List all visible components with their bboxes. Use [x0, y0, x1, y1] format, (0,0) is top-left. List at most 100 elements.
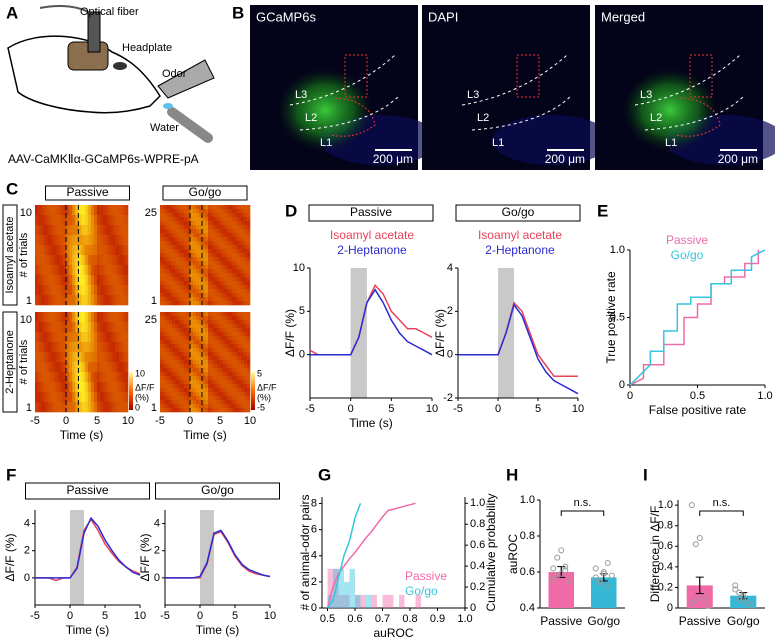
heatmap-cell [208, 209, 212, 214]
heatmap-cell [214, 245, 218, 250]
legend-entry: Passive [405, 569, 447, 583]
heatmap-cell [175, 253, 179, 258]
heatmap-cell [166, 213, 170, 218]
heatmap-cell [166, 408, 170, 413]
heatmap-cell [124, 285, 129, 296]
heatmap-cell [232, 356, 236, 361]
heatmap-cell [166, 261, 170, 266]
heatmap-cell [106, 402, 110, 413]
heatmap-cell [217, 352, 221, 357]
heatmap-cell [166, 336, 170, 341]
heatmap-cell [208, 241, 212, 246]
heatmap-cell [56, 295, 61, 306]
heatmap-cell [220, 273, 224, 278]
heatmap-cell [181, 241, 185, 246]
heatmap-cell [78, 402, 82, 413]
heatmap-cell [175, 388, 179, 393]
heatmap-cell [205, 285, 209, 290]
heatmap-cell [47, 275, 51, 286]
heatmap-cell [199, 293, 203, 298]
heatmap-cell [241, 265, 245, 270]
heatmap-cell [199, 380, 203, 385]
heatmap-cell [205, 384, 209, 389]
heatmap-cell [235, 269, 239, 274]
heatmap-cell [247, 360, 251, 365]
data-point [688, 502, 695, 509]
heatmap-cell [75, 275, 79, 286]
heatmap-cell [208, 332, 212, 337]
heatmap-cell [100, 265, 104, 276]
chart-title: Passive [66, 483, 108, 497]
heatmap-cell [199, 253, 203, 258]
heatmap-cell [193, 277, 197, 282]
heatmap-cell [208, 320, 212, 325]
heatmap-cell [41, 235, 45, 246]
heatmap-cell [124, 352, 129, 363]
heatmap-cell [190, 241, 194, 246]
x-tick-label: 10 [264, 610, 276, 622]
heatmap-cell [181, 392, 185, 397]
heatmap-cell [78, 322, 82, 333]
heatmap-cell [172, 269, 176, 274]
heatmap-cell [241, 237, 245, 242]
heatmap-cell [220, 301, 224, 306]
heatmap-cell [115, 285, 119, 296]
heatmap-cell [187, 408, 191, 413]
heatmap-cell [56, 382, 61, 393]
heatmap-cell [238, 348, 242, 353]
heatmap-cell [241, 213, 245, 218]
heatmap-cell [247, 312, 251, 317]
heatmap-cell [238, 217, 242, 222]
heatmap-cell [190, 297, 194, 302]
heatmap-cell [244, 376, 248, 381]
heatmap-cell [169, 269, 173, 274]
panel-label: F [6, 465, 16, 484]
heatmap-cell [202, 237, 206, 242]
heatmap-cell [66, 372, 70, 383]
heatmap-cell [205, 265, 209, 270]
heatmap-cell [190, 324, 194, 329]
heatmap-cell [121, 235, 126, 246]
heatmap-cell [163, 408, 167, 413]
heatmap-cell [244, 293, 248, 298]
heatmap-cell [78, 392, 82, 403]
heatmap-cell [193, 281, 197, 286]
heatmap-cell [90, 275, 95, 286]
dapi-layer [492, 115, 612, 165]
heatmap-cell [44, 342, 48, 353]
x-tick-label: -5 [453, 403, 463, 415]
heatmap-cell [100, 342, 104, 353]
heatmap-cell [217, 253, 221, 258]
heatmap-cell [241, 249, 245, 254]
x-tick-label: 5 [388, 403, 394, 415]
heatmap-cell [190, 237, 194, 242]
heatmap-cell [199, 217, 203, 222]
heatmap-cell [87, 225, 92, 236]
y2-tick-label: 0.4 [470, 560, 485, 572]
heatmap-cell [241, 380, 245, 385]
heatmap-cell [87, 322, 92, 333]
heatmap-cell [193, 233, 197, 238]
heatmap-cell [163, 360, 167, 365]
heatmap-cell [208, 289, 212, 294]
heatmap-cell [47, 225, 51, 236]
heatmap-cell [121, 265, 126, 276]
heatmap-cell [247, 257, 251, 262]
heatmap-cell [112, 312, 116, 323]
heatmap-cell [97, 215, 101, 226]
heatmap-cell [84, 255, 88, 266]
heatmap-cell [238, 336, 242, 341]
heatmap-cell [190, 360, 194, 365]
heatmap-cell [169, 205, 173, 210]
heatmap-cell [220, 213, 224, 218]
heatmap-cell [202, 404, 206, 409]
line [326, 503, 362, 609]
heatmap-cell [118, 372, 123, 383]
heatmap-cell [109, 295, 113, 306]
heatmap-cell [226, 269, 230, 274]
heatmap-cell [87, 372, 92, 383]
heatmap-cell [196, 289, 200, 294]
heatmap-cell [175, 209, 179, 214]
heatmap-cell [169, 241, 173, 246]
heatmap-cell [214, 229, 218, 234]
